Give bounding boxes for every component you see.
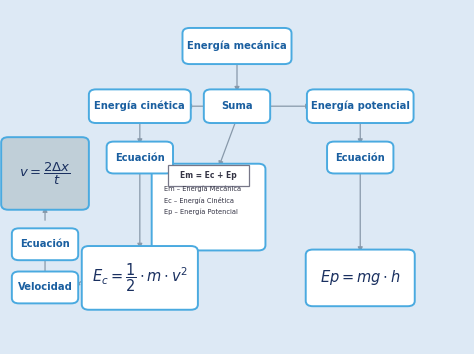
Text: Velocidad: Velocidad	[18, 282, 73, 292]
Text: Energía potencial: Energía potencial	[311, 101, 410, 112]
Text: Em – Energía Mecánica: Em – Energía Mecánica	[164, 185, 241, 192]
Text: Ecuación: Ecuación	[336, 153, 385, 162]
Text: Ecuación: Ecuación	[115, 153, 164, 162]
FancyBboxPatch shape	[82, 246, 198, 310]
Text: $E_c = \dfrac{1}{2}\cdot m\cdot v^2$: $E_c = \dfrac{1}{2}\cdot m\cdot v^2$	[92, 262, 188, 294]
FancyBboxPatch shape	[306, 250, 415, 306]
Text: $Ep = mg\cdot h$: $Ep = mg\cdot h$	[320, 268, 401, 287]
Text: Ep – Energía Potencial: Ep – Energía Potencial	[164, 208, 237, 215]
Text: Suma: Suma	[221, 101, 253, 111]
FancyBboxPatch shape	[152, 164, 265, 251]
FancyBboxPatch shape	[107, 142, 173, 173]
Text: $v = \dfrac{2\Delta x}{t}$: $v = \dfrac{2\Delta x}{t}$	[19, 160, 71, 187]
Text: Ecuación: Ecuación	[20, 239, 70, 249]
FancyBboxPatch shape	[204, 90, 270, 123]
FancyBboxPatch shape	[12, 228, 78, 260]
Text: Ec – Energía Cinética: Ec – Energía Cinética	[164, 196, 234, 204]
Text: Energía mecánica: Energía mecánica	[187, 41, 287, 51]
FancyBboxPatch shape	[12, 272, 78, 303]
FancyBboxPatch shape	[307, 90, 413, 123]
FancyBboxPatch shape	[182, 28, 292, 64]
Text: Em = Ec + Ep: Em = Ec + Ep	[180, 171, 237, 180]
Text: Energía cinética: Energía cinética	[94, 101, 185, 112]
FancyBboxPatch shape	[168, 165, 249, 186]
FancyBboxPatch shape	[1, 137, 89, 210]
FancyBboxPatch shape	[327, 142, 393, 173]
FancyBboxPatch shape	[89, 90, 191, 123]
